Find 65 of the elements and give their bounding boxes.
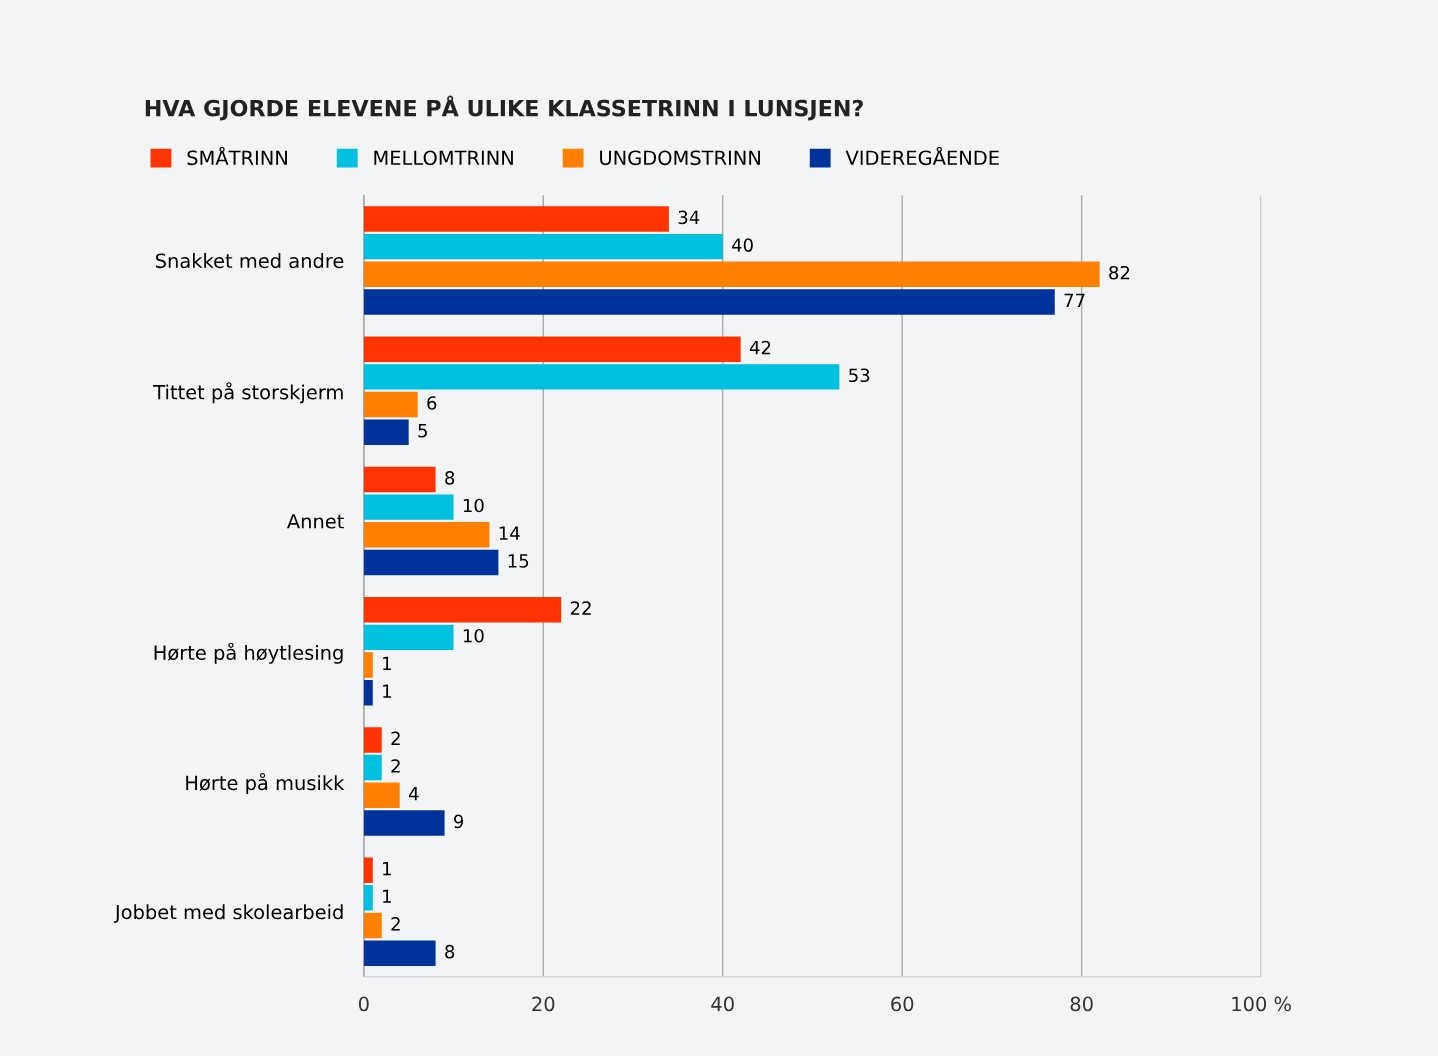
bar (363, 857, 373, 883)
data-label: 2 (391, 731, 400, 745)
x-tick-label: 20 (532, 996, 555, 1012)
data-label: 1 (383, 889, 391, 903)
data-label: 1 (383, 656, 391, 671)
bar (363, 652, 373, 678)
data-label: 22 (570, 601, 591, 615)
data-label: 2 (391, 759, 400, 773)
legend-label: UNGDOMSTRINN (600, 150, 760, 166)
data-label: 15 (508, 554, 529, 568)
data-label: 2 (391, 917, 400, 931)
x-tick-label: 0 (358, 996, 369, 1012)
data-label: 5 (418, 424, 427, 438)
bar (363, 364, 840, 390)
y-tick-label: Annet (286, 514, 344, 529)
data-label: 4 (408, 787, 419, 801)
bar (363, 261, 1100, 288)
data-label: 77 (1064, 293, 1085, 307)
bar (363, 336, 741, 362)
bar (363, 466, 436, 493)
bar (363, 596, 562, 623)
chart-title: HVA GJORDE ELEVENE PÅ ULIKE KLASSETRINN I LUNSJEN? (145, 95, 863, 121)
y-tick-label: Jobbet med skolearbeid (113, 904, 343, 923)
bar (363, 391, 418, 418)
data-label: 14 (499, 526, 520, 540)
data-label: 8 (445, 471, 455, 485)
bar (363, 754, 382, 781)
bar (363, 419, 409, 445)
bar (363, 782, 400, 809)
bar (363, 494, 454, 520)
bar (363, 912, 382, 939)
y-tick-label: Hørte på høytlesing (154, 642, 343, 664)
bar (363, 206, 669, 232)
bar (363, 885, 373, 911)
bar (363, 940, 436, 966)
bar (363, 679, 373, 706)
x-tick-label: 80 (1070, 996, 1093, 1012)
y-tick-label: Tittet på storskjerm (153, 382, 343, 404)
bar (363, 549, 499, 576)
legend-label: SMÅTRINN (187, 146, 287, 166)
data-label: 1 (383, 861, 391, 876)
bar (363, 522, 490, 548)
data-label: 6 (427, 396, 437, 410)
data-label: 9 (454, 814, 464, 829)
x-tick-label: 100 % (1232, 996, 1291, 1012)
bar (363, 727, 382, 753)
bar (363, 289, 1055, 315)
data-label: 82 (1109, 265, 1130, 280)
data-label: 40 (731, 238, 753, 252)
y-tick-label: Snakket med andre (155, 253, 344, 269)
data-label: 42 (749, 340, 771, 355)
legend-label: VIDEREGÅENDE (845, 146, 999, 166)
data-label: 53 (849, 368, 870, 383)
data-label: 1 (383, 684, 391, 698)
data-label: 34 (678, 210, 700, 225)
bar (363, 233, 723, 260)
data-label: 10 (463, 628, 484, 643)
bar (363, 624, 454, 651)
x-tick-label: 60 (891, 996, 914, 1012)
data-label: 8 (445, 944, 455, 959)
data-label: 10 (463, 498, 484, 513)
x-tick-label: 40 (711, 996, 734, 1012)
legend-label: MELLOMTRINN (374, 150, 513, 166)
bar (363, 810, 445, 836)
y-tick-label: Hørte på musikk (186, 772, 345, 795)
